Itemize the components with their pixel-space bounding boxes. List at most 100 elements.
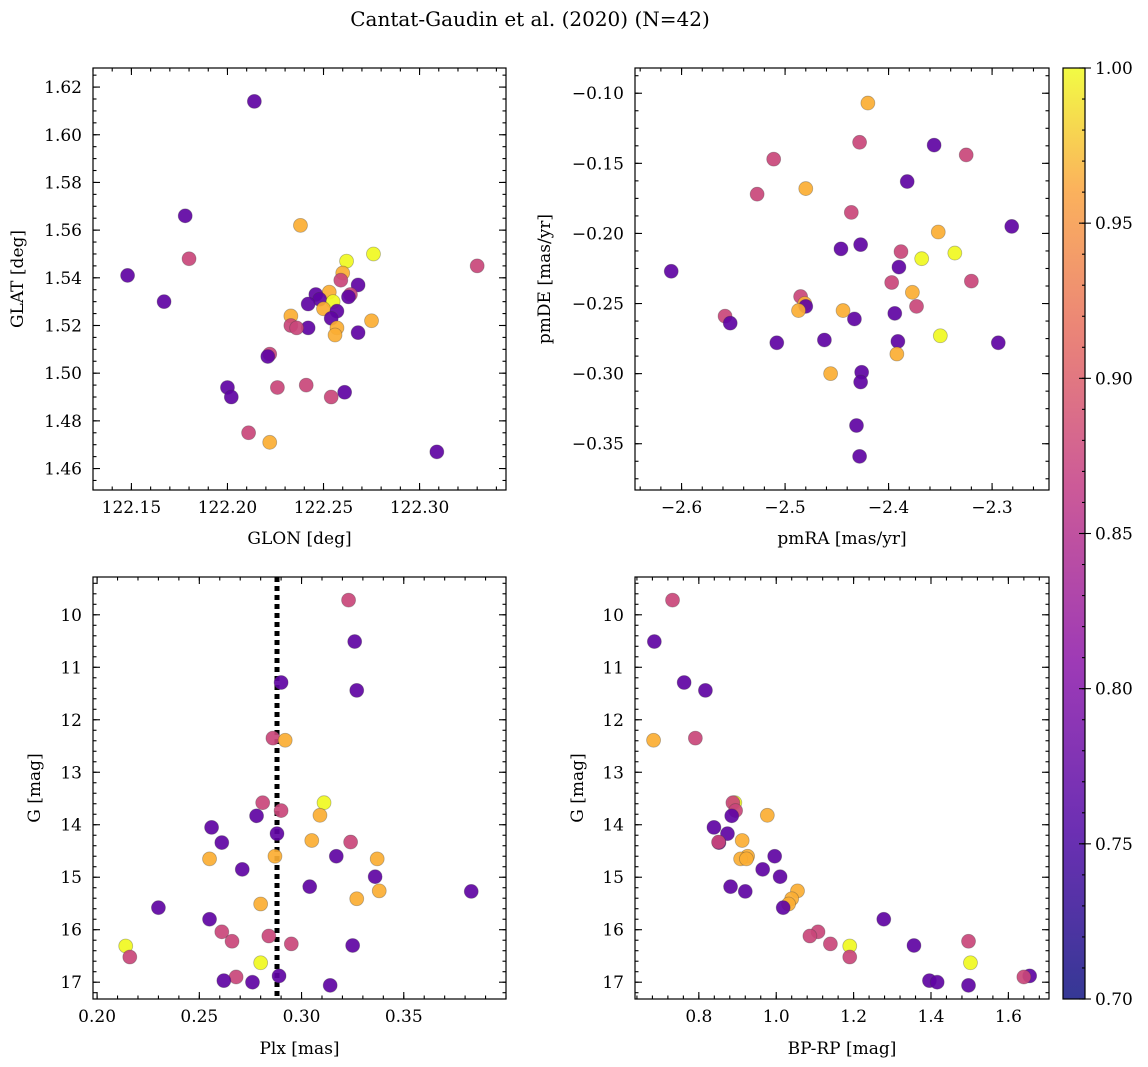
plx-point bbox=[261, 928, 277, 944]
pm-point bbox=[904, 284, 920, 300]
radec-xlabel: GLON [deg] bbox=[247, 529, 351, 549]
pm-point bbox=[990, 335, 1006, 351]
cmd-point bbox=[759, 807, 775, 823]
plx-point bbox=[234, 861, 250, 877]
colorbar-tick-label: 0.75 bbox=[1095, 835, 1133, 855]
cmd-ytick-label: 14 bbox=[602, 816, 624, 836]
plx-ytick-label: 12 bbox=[60, 711, 82, 731]
plx-point bbox=[347, 634, 363, 649]
pm-point bbox=[930, 224, 946, 240]
colorbar: 0.70 0.75 0.80 0.85 0.90 0.95 1.00 bbox=[1062, 59, 1133, 1010]
pm-xtick-label: −2.5 bbox=[764, 498, 805, 518]
radec-ytick-label: 1.54 bbox=[44, 269, 82, 289]
cmd-point bbox=[676, 675, 692, 690]
panel-cmd: 0.8 1.0 1.2 1.4 1.6 10 11 12 13 14 15 16 17 BP-RP [m… bbox=[568, 576, 1050, 1059]
pm-point bbox=[722, 315, 738, 331]
cmd-point bbox=[929, 974, 945, 990]
plx-point bbox=[273, 803, 289, 818]
pm-point bbox=[893, 244, 909, 260]
pm-point bbox=[958, 147, 974, 163]
radec-point bbox=[350, 325, 366, 341]
cmd-xtick-label: 0.8 bbox=[685, 1007, 712, 1027]
cmd-frame bbox=[634, 576, 1050, 1000]
plx-point bbox=[371, 883, 387, 899]
cmd-point bbox=[842, 949, 858, 965]
pm-point bbox=[963, 273, 979, 289]
pm-xtick-label: −2.4 bbox=[868, 498, 909, 518]
plx-point bbox=[245, 974, 260, 990]
radec-point bbox=[469, 258, 485, 274]
cmd-ylabel: G [mag] bbox=[568, 753, 588, 822]
pm-point bbox=[823, 366, 839, 382]
pm-point bbox=[766, 151, 782, 167]
cmd-points bbox=[646, 592, 1038, 993]
pm-point bbox=[847, 311, 862, 327]
plx-point bbox=[277, 732, 293, 748]
radec-point bbox=[293, 217, 308, 233]
pm-point bbox=[849, 418, 864, 433]
radec-ytick-label: 1.48 bbox=[44, 412, 82, 432]
plx-ylabel: G [mag] bbox=[25, 753, 45, 822]
figure-title: Cantat-Gaudin et al. (2020) (N=42) bbox=[350, 7, 710, 31]
cmd-ytick-label: 17 bbox=[602, 973, 624, 993]
cmd-point bbox=[711, 834, 726, 850]
pm-point bbox=[749, 186, 765, 202]
plx-ytick-label: 15 bbox=[60, 868, 82, 888]
colorbar-ticks: 0.70 0.75 0.80 0.85 0.90 0.95 1.00 bbox=[1079, 59, 1133, 1010]
panel-radec: 122.15 122.20 122.25 122.30 1.46 1.48 1.50 1.52… bbox=[8, 67, 507, 549]
radec-point bbox=[429, 444, 445, 460]
cmd-point bbox=[646, 634, 662, 649]
pm-ytick-label: −0.15 bbox=[572, 154, 624, 174]
cmd-point bbox=[767, 848, 783, 864]
cmd-ytick-label: 11 bbox=[602, 658, 624, 678]
radec-point bbox=[366, 246, 381, 262]
plx-point bbox=[202, 911, 217, 927]
cmd-point bbox=[698, 682, 713, 698]
plx-xtick-label: 0.20 bbox=[78, 1007, 116, 1027]
radec-ytick-label: 1.60 bbox=[44, 126, 82, 146]
plx-ytick-label: 14 bbox=[60, 816, 82, 836]
radec-point bbox=[327, 327, 343, 343]
plx-point bbox=[349, 682, 365, 698]
plx-ytick-label: 13 bbox=[60, 763, 82, 783]
pm-points bbox=[663, 95, 1020, 464]
cmd-point bbox=[724, 808, 740, 824]
radec-point bbox=[333, 272, 349, 288]
pm-point bbox=[1004, 219, 1020, 234]
radec-ytick-label: 1.52 bbox=[44, 316, 82, 336]
cmd-xtick-label: 1.0 bbox=[763, 1007, 790, 1027]
plx-point bbox=[249, 808, 264, 824]
pm-point bbox=[890, 333, 906, 349]
plx-xlabel: Plx [mas] bbox=[259, 1039, 339, 1059]
plx-point bbox=[214, 835, 230, 850]
cmd-point bbox=[822, 936, 838, 952]
radec-xtick-label: 122.20 bbox=[198, 498, 257, 518]
plx-point bbox=[316, 795, 332, 811]
pm-frame bbox=[634, 67, 1050, 491]
colorbar-tick-label: 0.95 bbox=[1095, 214, 1133, 234]
cmd-point bbox=[755, 861, 771, 877]
cmd-ytick-label: 13 bbox=[602, 763, 624, 783]
cmd-point bbox=[687, 730, 703, 746]
pm-ytick-label: −0.20 bbox=[572, 224, 624, 244]
radec-point bbox=[260, 349, 276, 364]
cmd-xlabel: BP-RP [mag] bbox=[788, 1039, 897, 1059]
cmd-point bbox=[739, 851, 754, 867]
pm-point bbox=[663, 263, 679, 279]
radec-point bbox=[337, 384, 353, 400]
colorbar-tick-label: 0.80 bbox=[1095, 680, 1133, 700]
pm-point bbox=[817, 332, 832, 348]
pm-point bbox=[914, 251, 930, 267]
pm-point bbox=[835, 303, 851, 318]
radec-xtick-label: 122.30 bbox=[390, 498, 449, 518]
cmd-point bbox=[906, 938, 922, 953]
cmd-point bbox=[734, 833, 750, 848]
radec-ytick-label: 1.62 bbox=[44, 78, 82, 98]
radec-point bbox=[300, 296, 316, 312]
panel-plx: 0.20 0.25 0.30 0.35 10 11 12 13 14 15 16 17 Plx [ma… bbox=[25, 576, 507, 1059]
plx-point bbox=[214, 924, 230, 940]
plx-point bbox=[304, 833, 320, 848]
plx-ytick-label: 17 bbox=[60, 973, 82, 993]
colorbar-tick-label: 1.00 bbox=[1095, 59, 1133, 79]
